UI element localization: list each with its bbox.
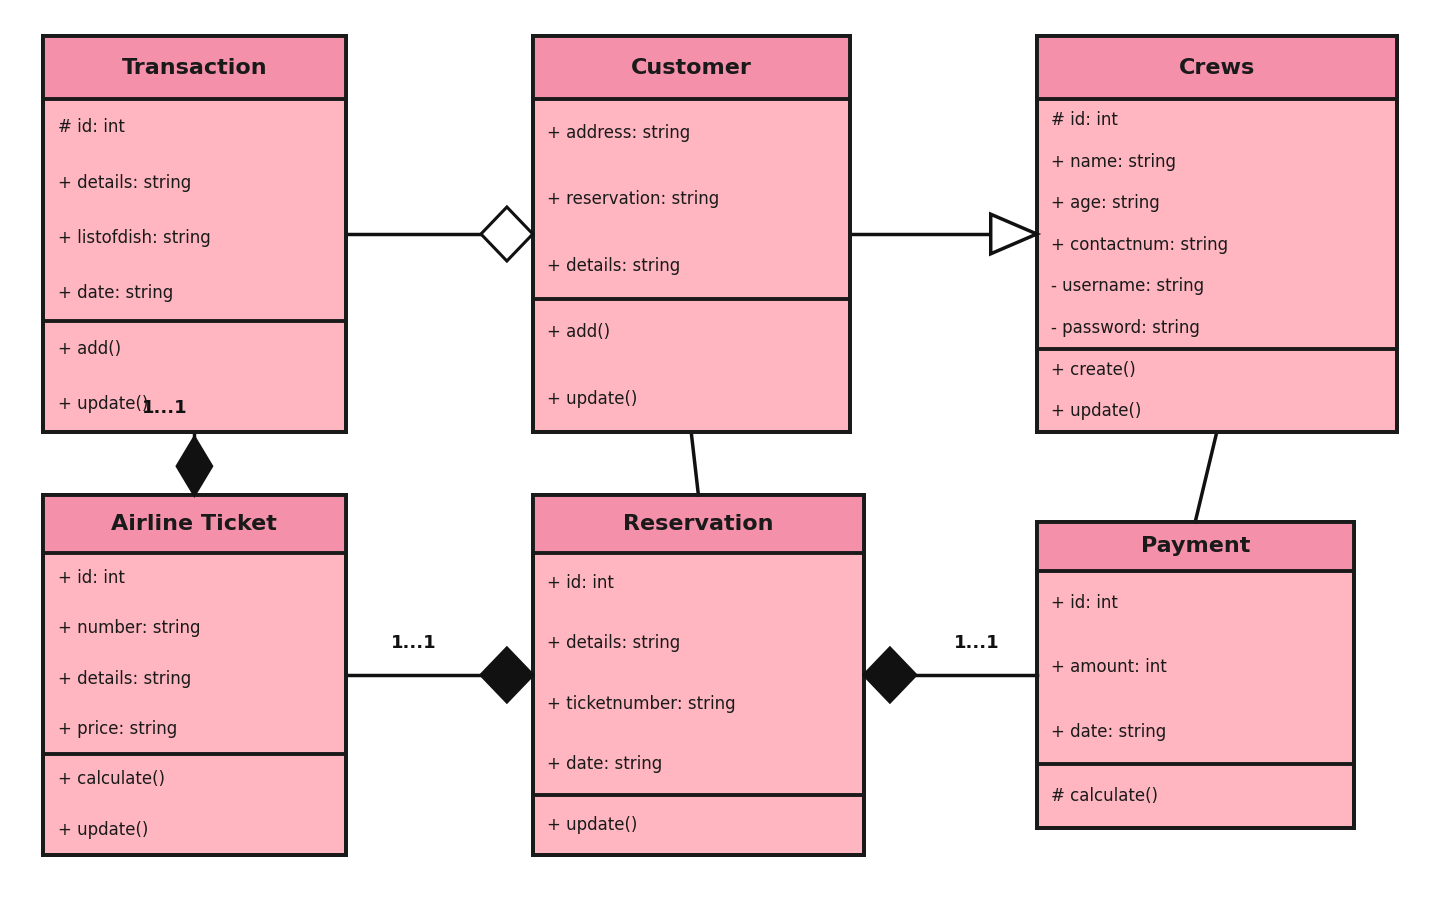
Text: + date: string: + date: string: [1051, 723, 1166, 741]
Bar: [533, 36, 850, 99]
Text: Transaction: Transaction: [121, 58, 268, 77]
Text: + update(): + update(): [547, 390, 638, 408]
Text: + add(): + add(): [547, 323, 611, 341]
Bar: [533, 495, 864, 553]
Text: 1...1: 1...1: [953, 634, 999, 652]
Polygon shape: [864, 648, 916, 702]
Text: 1...1: 1...1: [390, 634, 436, 652]
Bar: [1037, 522, 1354, 828]
Text: Payment: Payment: [1140, 536, 1250, 556]
Bar: [43, 36, 346, 432]
Polygon shape: [481, 207, 533, 261]
Text: + address: string: + address: string: [547, 123, 690, 141]
Bar: [1037, 36, 1397, 99]
Text: + id: int: + id: int: [58, 569, 124, 587]
Text: + ticketnumber: string: + ticketnumber: string: [547, 695, 736, 713]
Polygon shape: [177, 437, 212, 495]
Text: + price: string: + price: string: [58, 720, 177, 738]
Text: # id: int: # id: int: [58, 118, 124, 136]
Text: + number: string: + number: string: [58, 619, 200, 637]
Bar: [43, 36, 346, 99]
Text: + create(): + create(): [1051, 361, 1136, 379]
Text: + contactnum: string: + contactnum: string: [1051, 236, 1228, 254]
Text: + add(): + add(): [58, 340, 121, 358]
Text: + update(): + update(): [58, 821, 148, 839]
Text: + date: string: + date: string: [58, 284, 173, 302]
Text: - password: string: - password: string: [1051, 320, 1200, 338]
Text: Customer: Customer: [631, 58, 752, 77]
Bar: [533, 36, 850, 432]
Bar: [1037, 522, 1354, 571]
Text: + name: string: + name: string: [1051, 153, 1176, 171]
Bar: [43, 495, 346, 553]
Text: - username: string: - username: string: [1051, 277, 1204, 295]
Text: + id: int: + id: int: [547, 574, 613, 592]
Bar: [1037, 36, 1397, 432]
Text: Reservation: Reservation: [624, 514, 773, 534]
Text: 1...1: 1...1: [141, 399, 187, 417]
Text: + calculate(): + calculate(): [58, 770, 164, 788]
Text: + id: int: + id: int: [1051, 594, 1117, 612]
Polygon shape: [991, 214, 1037, 254]
Text: + amount: int: + amount: int: [1051, 658, 1166, 677]
Text: # calculate(): # calculate(): [1051, 787, 1158, 805]
Polygon shape: [481, 648, 533, 702]
Bar: [43, 495, 346, 855]
Text: + update(): + update(): [58, 395, 148, 413]
Text: + reservation: string: + reservation: string: [547, 190, 720, 208]
Text: # id: int: # id: int: [1051, 112, 1117, 130]
Text: + update(): + update(): [1051, 402, 1142, 420]
Text: + details: string: + details: string: [547, 634, 681, 652]
Text: + date: string: + date: string: [547, 755, 662, 773]
Text: + age: string: + age: string: [1051, 194, 1161, 212]
Text: + details: string: + details: string: [58, 174, 192, 192]
Text: Airline Ticket: Airline Ticket: [111, 514, 278, 534]
Text: + details: string: + details: string: [547, 256, 681, 274]
Text: + update(): + update(): [547, 815, 638, 833]
Bar: [533, 495, 864, 855]
Text: + details: string: + details: string: [58, 670, 192, 688]
Text: + listofdish: string: + listofdish: string: [58, 229, 210, 247]
Text: Crews: Crews: [1179, 58, 1254, 77]
